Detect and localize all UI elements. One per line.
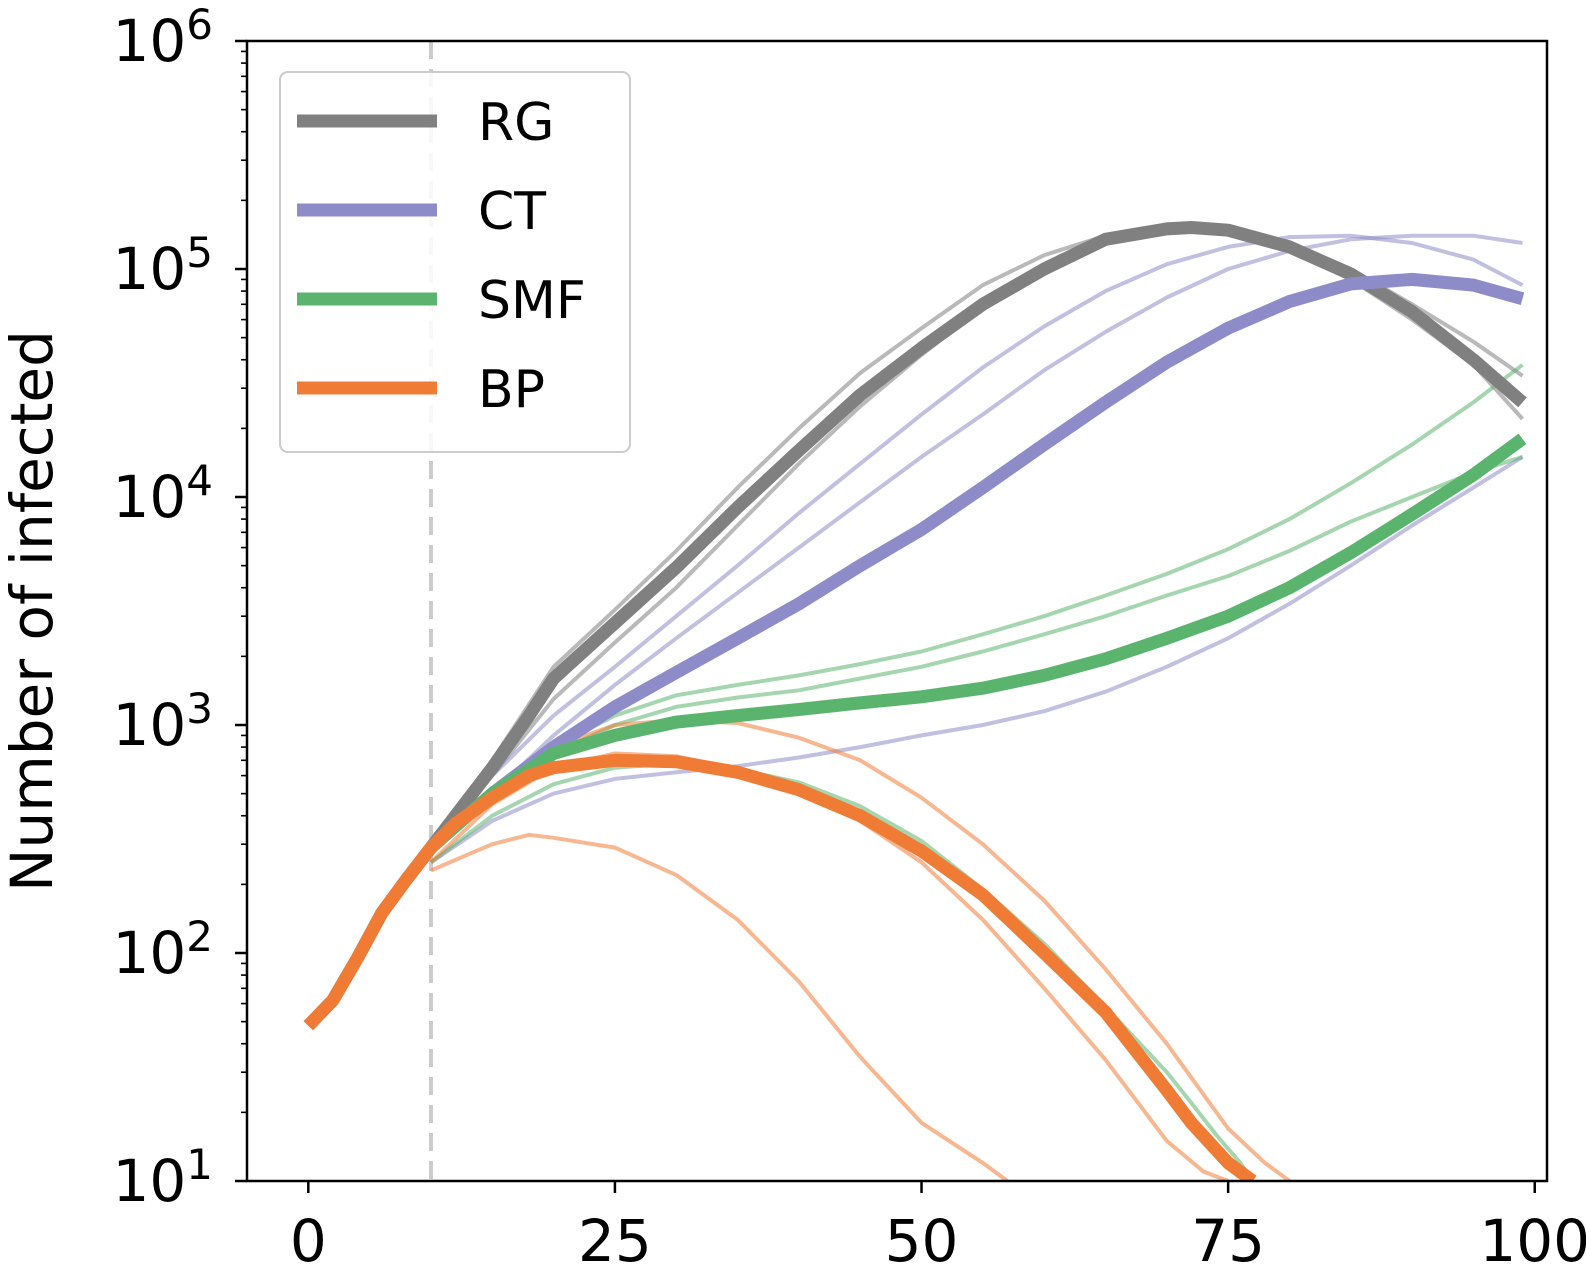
x-tick-label: 100 — [1479, 1207, 1586, 1275]
series-line-ct-run-6 — [429, 455, 1524, 864]
legend-label-ct: CT — [478, 182, 546, 242]
series-line-smf-run-10 — [429, 761, 1255, 1181]
series-line-ct-run-5 — [429, 233, 1523, 850]
x-tick-label: 75 — [1191, 1207, 1265, 1275]
series-line-smf-mean — [426, 433, 1527, 853]
y-tick-label: 101 — [112, 1140, 213, 1215]
legend-label-rg: RG — [478, 93, 554, 153]
legend-frame — [279, 71, 631, 453]
plot-area — [303, 41, 1527, 1181]
y-tick-label: 103 — [112, 684, 213, 759]
y-tick-label: 105 — [112, 228, 213, 303]
series-line-bp-mean — [303, 753, 1257, 1181]
x-tick-label: 25 — [578, 1207, 652, 1275]
x-tick-label: 0 — [290, 1207, 327, 1275]
legend-label-bp: BP — [478, 360, 545, 420]
legend: RG CT SMF BP — [279, 71, 631, 453]
y-tick-label: 106 — [112, 0, 213, 75]
x-tick-label: 50 — [885, 1207, 959, 1275]
series-line-bp-run-12 — [429, 718, 1291, 1181]
y-axis-title: Number of infected — [0, 330, 66, 892]
y-tick-label: 104 — [112, 456, 213, 531]
y-tick-label: 102 — [112, 912, 213, 987]
series-line-ct-mean — [426, 272, 1525, 853]
legend-label-smf: SMF — [478, 271, 586, 331]
series-line-bp-run-14 — [430, 832, 1009, 1181]
series-line-ct-run-4 — [429, 233, 1524, 849]
plot-frame — [245, 39, 1549, 1183]
series-line-smf-run-8 — [429, 363, 1524, 850]
axis-ticks: 0 25 50 75 100 101 102 103 104 105 106 — [112, 0, 1586, 1275]
